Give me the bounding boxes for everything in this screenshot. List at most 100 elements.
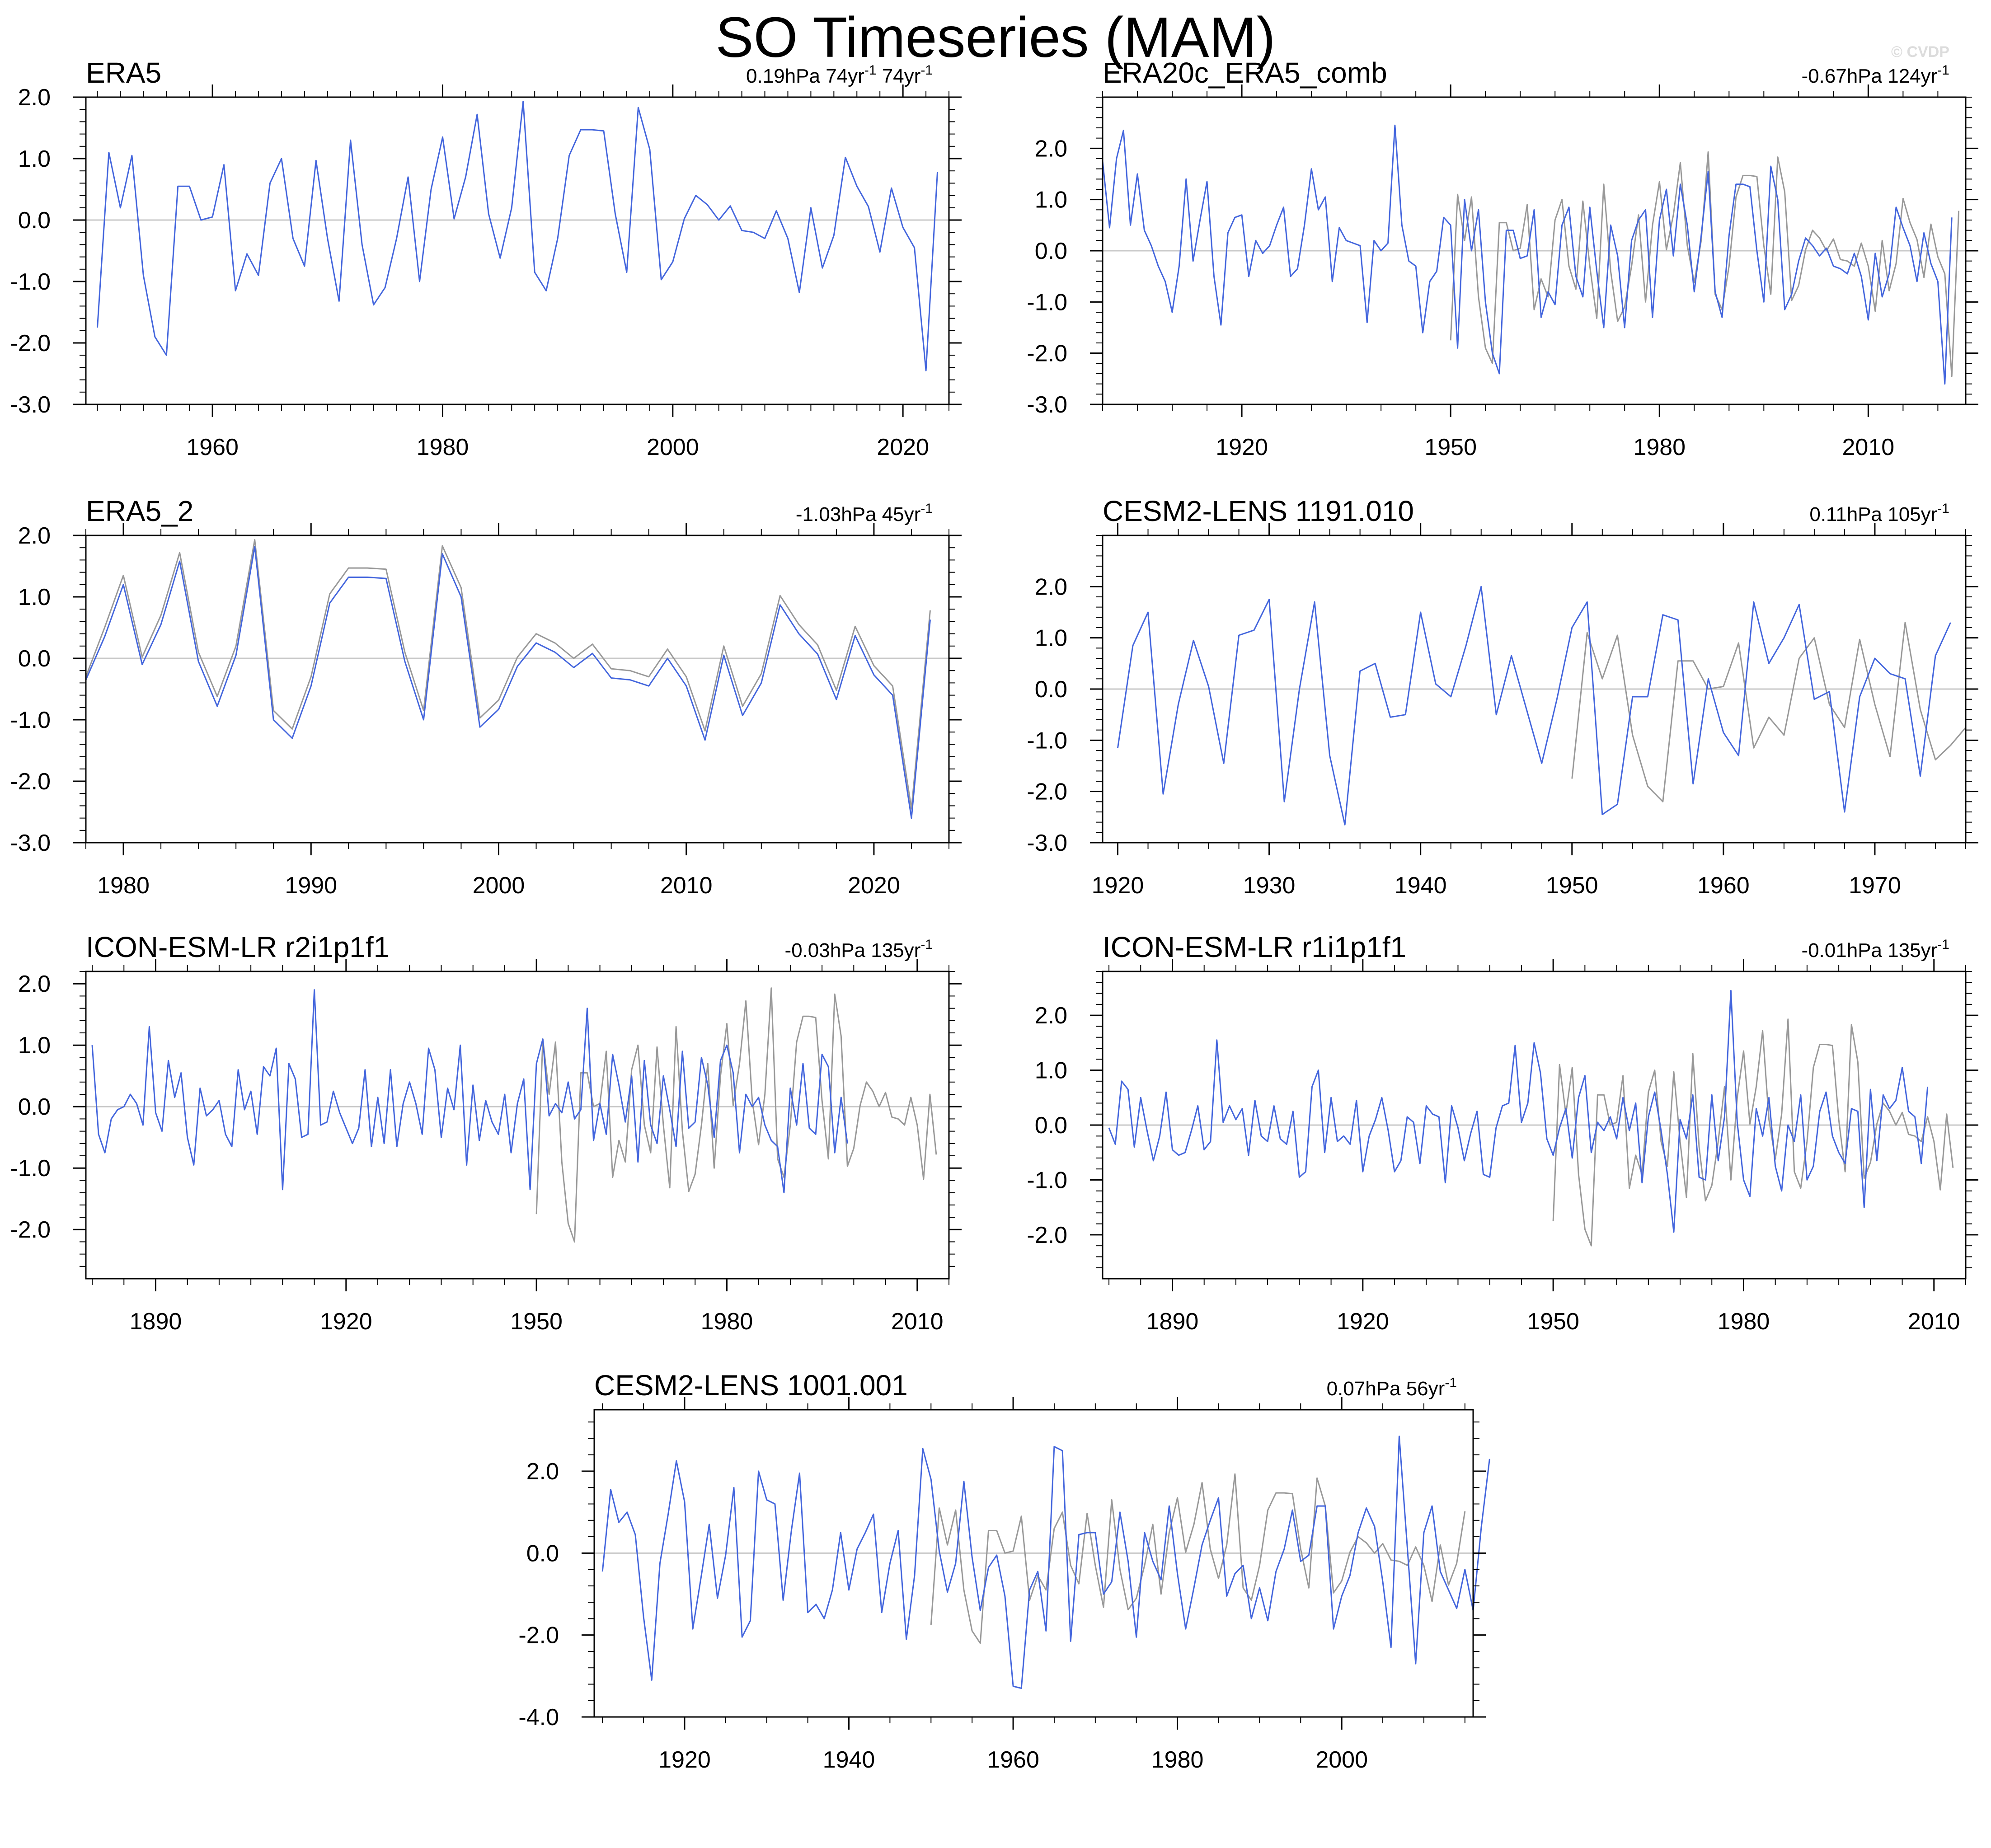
model-series-line [601, 1435, 1490, 1689]
chart-panel-era5: ERA5 0.19hPa 74yr-1 74yr-1 1960 1980 2000 202… [0, 47, 976, 460]
chart-panel-icon_r1: ICON-ESM-LR r1i1p1f1 -0.01hPa 135yr-1 1890… [1017, 922, 1991, 1335]
trend-stat-text: 0.07hPa 56yr [1326, 1378, 1445, 1400]
y-tick-label: -2.0 [10, 1217, 51, 1243]
plot-frame [85, 971, 950, 1280]
y-tick-label: 1.0 [18, 584, 51, 610]
plot-area: 1920 1940 1960 1980 2000 -4.0 -2.0 0.0 2.0 [518, 1397, 1490, 1773]
x-tick-label: 2010 [1842, 434, 1895, 460]
x-tick-label: 1970 [1849, 872, 1901, 899]
y-tick-label: -2.0 [10, 769, 51, 795]
y-tick-label: -2.0 [10, 330, 51, 356]
y-tick-label: -3.0 [10, 830, 51, 856]
x-tick-label: 1980 [701, 1309, 753, 1335]
x-tick-label: 1980 [97, 872, 150, 899]
x-tick-label: 1930 [1243, 872, 1296, 899]
x-tick-label: 2020 [877, 434, 929, 460]
trend-stat: 0.07hPa 56yr-1 [1326, 1375, 1457, 1401]
y-tick-label: 0.0 [1035, 676, 1067, 703]
y-tick-label: 2.0 [18, 84, 51, 111]
page-title: SO Timeseries (MAM) [715, 5, 1276, 69]
x-tick-label: 2000 [473, 872, 525, 899]
chart-svg: 1920 1940 1960 1980 2000 -4.0 -2.0 0.0 2.0 [518, 1397, 1490, 1773]
chart-title: ERA5 [86, 56, 162, 89]
plot-frame [85, 535, 950, 844]
x-tick-label: 1890 [130, 1309, 182, 1335]
model-series-line [1108, 990, 1929, 1233]
x-tick-label: 1980 [1633, 434, 1686, 460]
y-tick-label: -1.0 [1027, 289, 1067, 315]
x-tick-label: 1950 [510, 1309, 563, 1335]
plot-area: 1980 1990 2000 2010 2020 -3.0 -2.0 -1.0 0.0 1.0 2.… [10, 523, 962, 899]
obs-series-line [930, 1473, 1466, 1644]
y-tick-label: 2.0 [18, 523, 51, 549]
plot-area: 1960 1980 2000 2020 -3.0 -2.0 -1.0 0.0 1.0 2.0 [10, 84, 962, 460]
x-tick-label: 1920 [1092, 872, 1144, 899]
y-tick-label: -2.0 [518, 1623, 559, 1649]
chart-panel-cesm2_1001: CESM2-LENS 1001.001 0.07hPa 56yr-1 1920 194… [508, 1360, 1500, 1773]
cvdp-watermark: © CVDP [1891, 43, 1949, 61]
x-tick-label: 1940 [823, 1747, 875, 1773]
y-tick-label: 1.0 [1035, 625, 1067, 652]
trend-stat: 0.19hPa 74yr-1 74yr-1 [746, 63, 933, 88]
y-tick-label: -1.0 [10, 269, 51, 295]
trend-stat: 0.11hPa 105yr-1 [1809, 501, 1949, 526]
y-tick-label: -3.0 [1027, 392, 1067, 418]
y-tick-label: -3.0 [1027, 830, 1067, 856]
y-tick-label: 0.0 [1035, 1112, 1067, 1139]
trend-stat-text: -0.01hPa 135yr [1801, 939, 1938, 962]
y-tick-label: -1.0 [10, 707, 51, 733]
plot-area: 1890 1920 1950 1980 2010 -2.0 -1.0 0.0 1.0 2.0 [10, 959, 962, 1335]
y-tick-label: 0.0 [18, 207, 51, 234]
trend-stat-sup: -1 [1445, 1375, 1457, 1390]
y-tick-label: -3.0 [10, 392, 51, 418]
trend-stat: -0.01hPa 135yr-1 [1801, 938, 1949, 962]
y-tick-label: -1.0 [1027, 1167, 1067, 1193]
x-tick-label: 1920 [658, 1747, 711, 1773]
obs-series-line [85, 539, 931, 810]
chart-svg: 1920 1950 1980 2010 -3.0 -2.0 -1.0 0.0 1.0 2.0 [1027, 84, 1978, 460]
y-tick-label: 2.0 [1035, 574, 1067, 600]
model-series-line [85, 546, 931, 819]
trend-stat-sup: -1 [864, 63, 877, 78]
y-tick-label: 1.0 [1035, 187, 1067, 213]
trend-stat: -0.67hPa 124yr-1 [1801, 63, 1949, 88]
chart-title: ERA20c_ERA5_comb [1103, 56, 1387, 89]
chart-svg: 1890 1920 1950 1980 2010 -2.0 -1.0 0.0 1.0 2.0 [10, 959, 962, 1335]
trend-stat: -0.03hPa 135yr-1 [784, 937, 933, 962]
plot-area: 1920 1930 1940 1950 1960 1970 -3.0 -2.0 -1.0 0.0 1… [1027, 523, 1978, 899]
chart-panel-icon_r2: ICON-ESM-LR r2i1p1f1 -0.03hPa 135yr-1 1890… [0, 922, 976, 1335]
trend-stat-text: 0.19hPa 74yr [746, 65, 864, 87]
trend-stat-sup: -1 [1937, 501, 1949, 516]
x-tick-label: 1960 [1697, 872, 1750, 899]
model-series-line [1117, 586, 1951, 826]
chart-panel-era20c: ERA20c_ERA5_comb -0.67hPa 124yr-1 1920 1950… [1017, 47, 1991, 460]
x-tick-label: 1920 [1216, 434, 1268, 460]
trend-stat-text: -0.03hPa 135yr [784, 939, 921, 962]
x-tick-label: 2010 [891, 1309, 944, 1335]
trend-stat-sup: -1 [1937, 63, 1949, 78]
y-tick-label: -1.0 [1027, 727, 1067, 754]
y-tick-label: 0.0 [18, 646, 51, 672]
chart-title: ICON-ESM-LR r2i1p1f1 [86, 931, 390, 963]
y-tick-label: 2.0 [1035, 136, 1067, 162]
x-tick-label: 1920 [320, 1309, 372, 1335]
plot-area: 1890 1920 1950 1980 2010 -2.0 -1.0 0.0 1.0 2.0 [1027, 959, 1978, 1335]
x-tick-label: 1980 [1151, 1747, 1204, 1773]
x-tick-label: 1980 [417, 434, 469, 460]
y-tick-label: 0.0 [1035, 238, 1067, 264]
obs-series-line [1450, 151, 1960, 377]
chart-svg: 1920 1930 1940 1950 1960 1970 -3.0 -2.0 -1.0 0.0 1… [1027, 523, 1978, 899]
chart-svg: 1890 1920 1950 1980 2010 -2.0 -1.0 0.0 1.0 2.0 [1027, 959, 1978, 1335]
plot-area: 1920 1950 1980 2010 -3.0 -2.0 -1.0 0.0 1.0 2.0 [1027, 84, 1978, 460]
x-tick-label: 1960 [987, 1747, 1039, 1773]
y-tick-label: 0.0 [18, 1094, 51, 1120]
plot-frame [85, 96, 950, 405]
chart-title: CESM2-LENS 1191.010 [1103, 495, 1414, 527]
x-tick-label: 1920 [1337, 1309, 1389, 1335]
x-tick-label: 1990 [285, 872, 337, 899]
trend-stat-sup: -1 [920, 501, 933, 516]
chart-title: ERA5_2 [86, 495, 194, 527]
y-tick-label: -2.0 [1027, 1222, 1067, 1248]
x-tick-label: 2000 [1315, 1747, 1368, 1773]
trend-stat-sup: -1 [920, 937, 933, 952]
